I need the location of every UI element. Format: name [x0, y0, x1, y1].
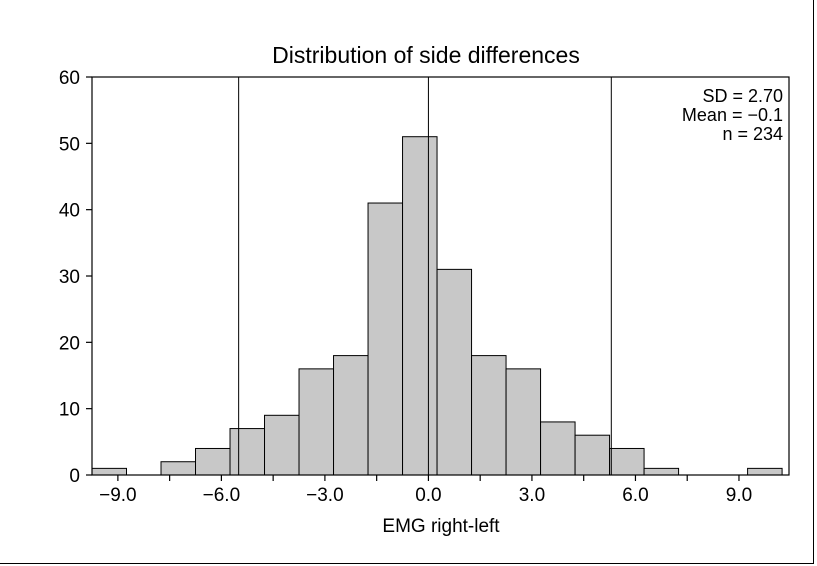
stats-annotation-line: Mean = −0.1: [682, 105, 783, 125]
histogram-bar: [540, 421, 576, 476]
histogram-bar: [609, 447, 645, 476]
x-tick-label: 3.0: [519, 485, 545, 506]
histogram-bar: [574, 434, 611, 476]
histogram-bar: [747, 467, 783, 476]
stats-annotation-line: SD = 2.70: [702, 86, 783, 106]
chart-title: Distribution of side differences: [272, 42, 580, 68]
y-tick-label: 10: [59, 400, 80, 421]
x-tick-label: −9.0: [99, 485, 137, 506]
histogram-bar: [160, 461, 197, 476]
x-tick-label: 0.0: [415, 485, 441, 506]
histogram-bar: [367, 202, 404, 476]
y-tick-label: 60: [59, 68, 80, 89]
histogram-bar: [264, 414, 300, 476]
histogram-bar: [333, 355, 369, 476]
histogram-bar: [436, 268, 473, 476]
y-tick-label: 30: [59, 267, 80, 288]
histogram-bar: [505, 368, 542, 476]
histogram-bar: [91, 467, 127, 476]
x-tick-label: −6.0: [203, 485, 241, 506]
histogram-bar: [643, 467, 680, 476]
y-tick-label: 0: [69, 466, 80, 487]
x-axis-label: EMG right-left: [382, 516, 500, 537]
histogram-bar: [471, 355, 507, 476]
y-tick-label: 20: [59, 333, 80, 354]
y-axis: 0 10 20 30 40 50 60: [59, 68, 92, 487]
y-tick-label: 40: [59, 201, 80, 222]
bars-group: [91, 136, 783, 476]
x-tick-label: −3.0: [306, 485, 344, 506]
reference-lines-group: [238, 77, 612, 475]
x-tick-label: 6.0: [622, 485, 648, 506]
histogram-bar: [402, 136, 438, 476]
x-tick-label: 9.0: [726, 485, 752, 506]
histogram-bar: [298, 368, 335, 476]
histogram-bar: [229, 428, 266, 476]
histogram-bar: [195, 447, 231, 476]
y-tick-label: 50: [59, 134, 80, 155]
stats-annotation-line: n = 234: [722, 124, 783, 144]
x-axis: −9.0 −6.0 −3.0 0.0 3.0 6.0 9.0: [99, 475, 752, 506]
